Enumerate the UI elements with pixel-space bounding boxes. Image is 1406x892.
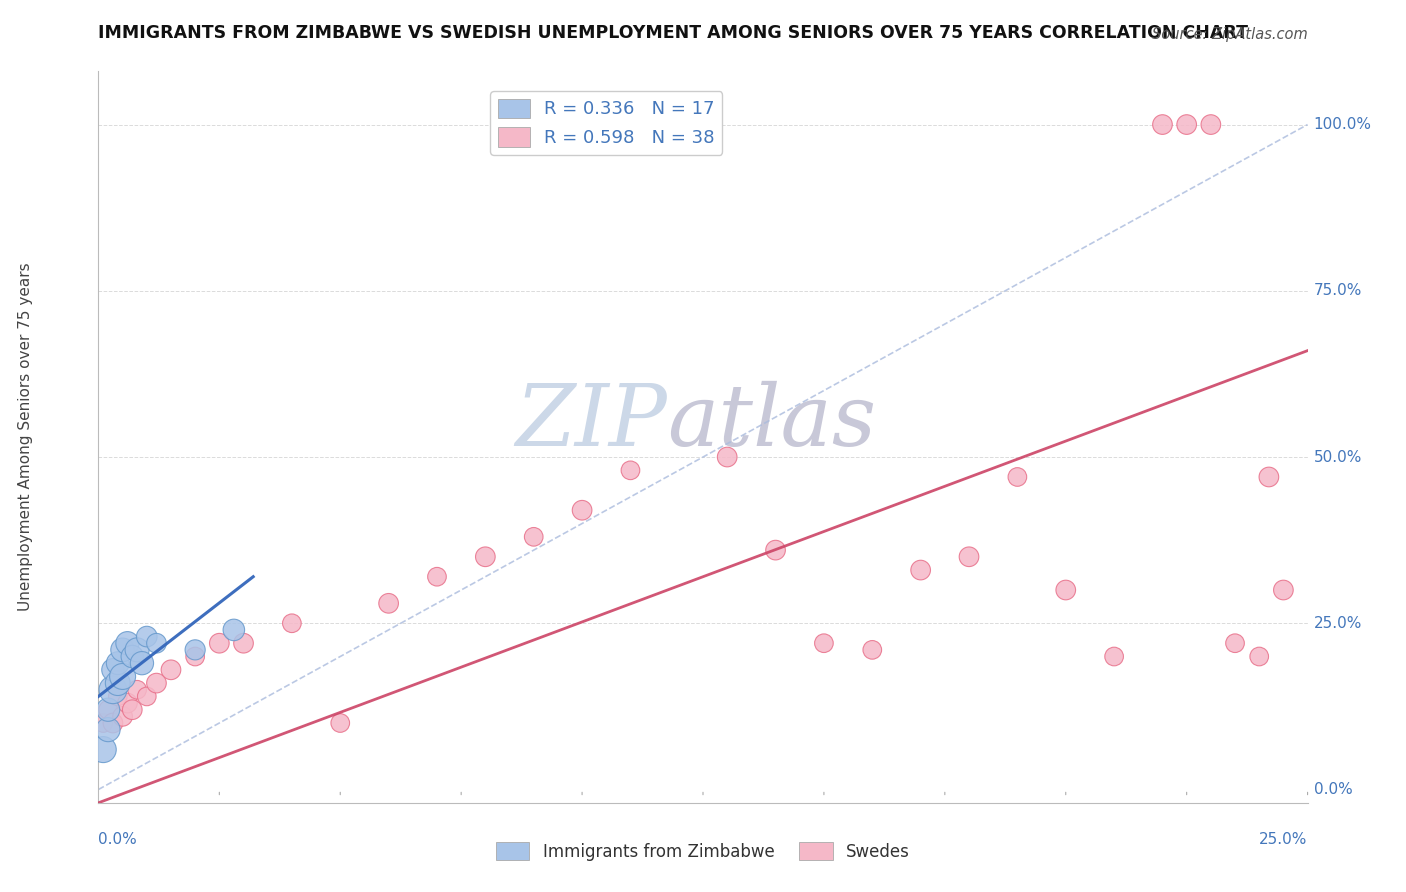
Point [107, 676, 129, 690]
Point [101, 716, 124, 731]
Point [1152, 118, 1174, 132]
Point [97, 703, 120, 717]
Text: 0.0%: 0.0% [98, 832, 138, 847]
Point [184, 643, 207, 657]
Point [1102, 649, 1125, 664]
Point [1249, 649, 1271, 664]
Point [523, 530, 546, 544]
Point [91, 742, 114, 756]
Point [127, 643, 149, 657]
Point [131, 656, 153, 670]
Point [97, 723, 120, 737]
Point [860, 643, 883, 657]
Point [111, 669, 134, 683]
Point [117, 696, 139, 710]
Point [813, 636, 835, 650]
Point [1272, 582, 1295, 597]
Point [377, 596, 399, 610]
Text: 0.0%: 0.0% [1313, 782, 1353, 797]
Point [101, 663, 124, 677]
Point [91, 716, 114, 731]
Point [208, 636, 231, 650]
Point [910, 563, 932, 577]
Point [107, 656, 129, 670]
Text: ZIP: ZIP [515, 381, 666, 464]
Point [127, 682, 149, 697]
Point [716, 450, 738, 464]
Point [957, 549, 980, 564]
Point [1199, 118, 1222, 132]
Text: 25.0%: 25.0% [1260, 832, 1308, 847]
Point [474, 549, 496, 564]
Point [111, 643, 134, 657]
Point [101, 682, 124, 697]
Point [1054, 582, 1077, 597]
Point [1175, 118, 1198, 132]
Text: 50.0%: 50.0% [1313, 450, 1362, 465]
Point [1007, 470, 1029, 484]
Text: Source: ZipAtlas.com: Source: ZipAtlas.com [1152, 27, 1308, 42]
Point [222, 623, 245, 637]
Text: IMMIGRANTS FROM ZIMBABWE VS SWEDISH UNEMPLOYMENT AMONG SENIORS OVER 75 YEARS COR: IMMIGRANTS FROM ZIMBABWE VS SWEDISH UNEM… [98, 24, 1249, 42]
Point [765, 543, 787, 558]
Point [329, 716, 352, 731]
Point [184, 649, 207, 664]
Point [281, 616, 304, 631]
Text: 25.0%: 25.0% [1313, 615, 1362, 631]
Point [160, 663, 183, 677]
Point [97, 703, 120, 717]
Point [135, 690, 157, 704]
Point [232, 636, 254, 650]
Text: Unemployment Among Seniors over 75 years: Unemployment Among Seniors over 75 years [18, 263, 34, 611]
Text: atlas: atlas [666, 381, 876, 464]
Point [117, 636, 139, 650]
Point [135, 630, 157, 644]
Point [107, 690, 129, 704]
Point [571, 503, 593, 517]
Point [426, 570, 449, 584]
Point [111, 709, 134, 723]
Text: 75.0%: 75.0% [1313, 284, 1362, 298]
Point [145, 676, 167, 690]
Text: 100.0%: 100.0% [1313, 117, 1372, 132]
Point [121, 649, 143, 664]
Point [145, 636, 167, 650]
Point [121, 703, 143, 717]
Legend: Immigrants from Zimbabwe, Swedes: Immigrants from Zimbabwe, Swedes [489, 836, 917, 868]
Point [619, 463, 641, 477]
Point [1223, 636, 1246, 650]
Point [1257, 470, 1279, 484]
